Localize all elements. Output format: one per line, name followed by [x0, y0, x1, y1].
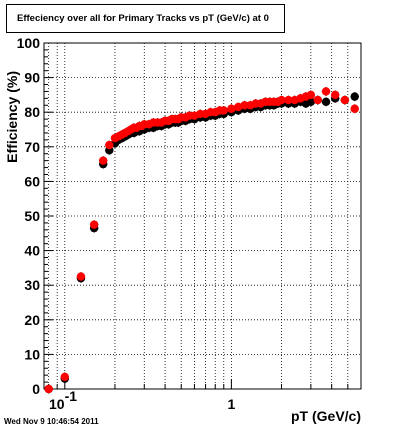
- data-point: [105, 140, 114, 150]
- data-point: [313, 95, 322, 105]
- axis-ticks: [44, 42, 349, 390]
- y-tick-label: 40: [24, 243, 40, 259]
- y-tick-label: 50: [24, 208, 40, 224]
- data-point: [350, 92, 359, 101]
- data-point: [321, 97, 331, 107]
- y-tick-label: 70: [24, 139, 40, 155]
- data-point: [306, 97, 316, 107]
- x-tick-label: 10: [49, 396, 65, 412]
- y-axis-title: Efficiency (%): [4, 71, 20, 163]
- y-tick-label: 20: [24, 312, 40, 328]
- data-point: [340, 95, 350, 105]
- data-point: [219, 106, 228, 115]
- data-point: [277, 95, 286, 105]
- chart-title-box: Effeciency over all for Primary Tracks v…: [6, 4, 285, 33]
- data-point: [284, 95, 293, 105]
- series: [44, 92, 359, 394]
- timestamp-footer: Wed Nov 9 10:46:54 2011: [4, 417, 99, 426]
- x-axis-title: pT (GeV/c): [291, 408, 361, 424]
- data-point: [44, 384, 53, 394]
- y-tick-label: 30: [24, 277, 40, 293]
- y-tick-label: 100: [17, 35, 41, 51]
- data-point: [98, 156, 108, 165]
- data-point: [240, 101, 249, 110]
- data-point: [321, 87, 331, 96]
- data-point: [350, 104, 359, 113]
- y-tick-label: 90: [24, 70, 40, 86]
- y-tick-label: 10: [24, 346, 40, 362]
- data-point: [76, 272, 86, 281]
- data-point: [60, 372, 70, 382]
- data-point: [306, 90, 316, 100]
- data-point: [227, 104, 236, 113]
- chart-title: Effeciency over all for Primary Tracks v…: [17, 13, 269, 24]
- x-tick-exponent: -1: [65, 388, 78, 404]
- x-tick-label: 1: [227, 396, 235, 412]
- data-series: [44, 86, 359, 394]
- y-tick-label: 80: [24, 104, 40, 120]
- series: [44, 86, 359, 394]
- data-point: [89, 220, 99, 229]
- data-point: [330, 90, 340, 100]
- y-tick-label: 60: [24, 173, 40, 189]
- y-tick-label: 0: [32, 381, 40, 397]
